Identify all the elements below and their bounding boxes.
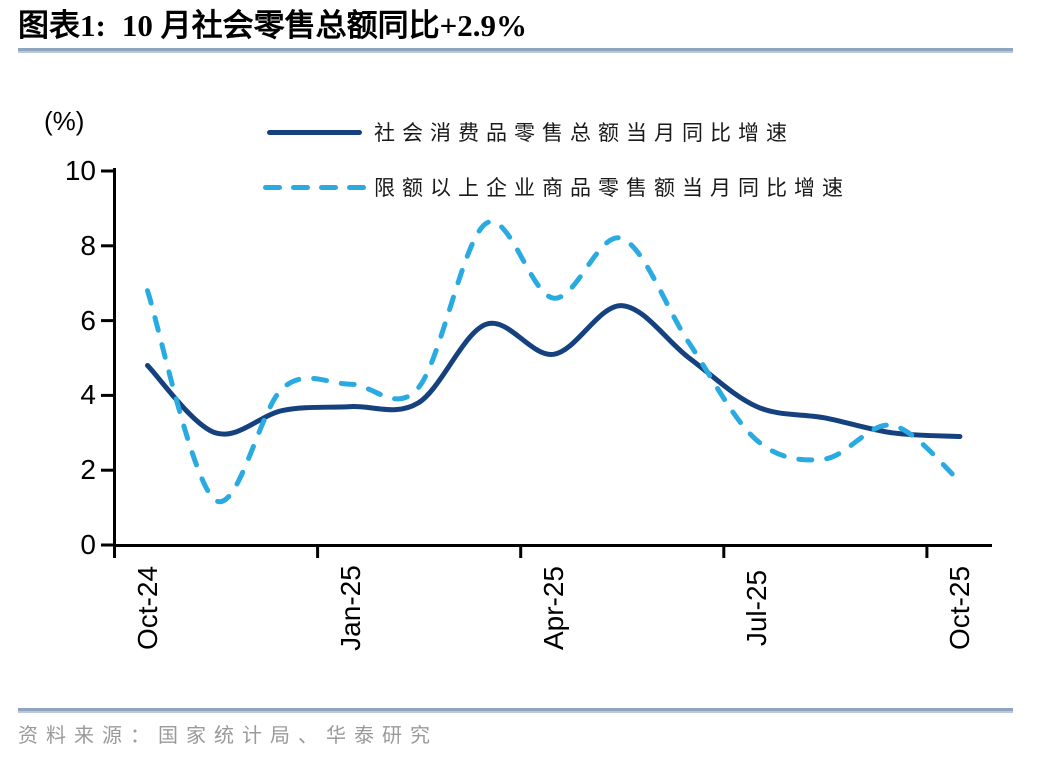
- x-tick-label-oct24: Oct-24: [132, 565, 163, 651]
- source-note: 资料来源：国家统计局、华泰研究: [18, 725, 438, 747]
- x-tick-label-jul25: Jul-25: [741, 569, 772, 647]
- x-tick-label-apr25: Apr-25: [538, 565, 569, 651]
- legend-solid-line-marker: [267, 130, 362, 135]
- legend-dashed-line-marker: [263, 185, 366, 190]
- figure-label: 图表1:: [18, 8, 106, 43]
- y-tick-label-10: 10: [64, 155, 96, 186]
- y-tick-label-0: 0: [80, 529, 96, 560]
- y-tick-label-4: 4: [80, 379, 96, 410]
- title-divider: [18, 48, 1013, 53]
- y-tick-label-8: 8: [80, 230, 96, 261]
- figure-title-row: 图表1: 10 月社会零售总额同比+2.9%: [18, 6, 527, 46]
- figure-title: 10 月社会零售总额同比+2.9%: [121, 8, 527, 43]
- x-tick-label-oct25: Oct-25: [944, 565, 975, 651]
- y-axis-unit-label: (%): [44, 106, 85, 136]
- y-tick-label-6: 6: [80, 305, 96, 336]
- x-tick-label-jan25: Jan-25: [335, 565, 366, 651]
- legend-label-above-quota-retail: 限额以上企业商品零售额当月同比增速: [374, 176, 850, 200]
- footer-divider: [18, 708, 1013, 713]
- legend-label-total-retail: 社会消费品零售总额当月同比增速: [374, 121, 794, 145]
- y-tick-label-2: 2: [80, 454, 96, 485]
